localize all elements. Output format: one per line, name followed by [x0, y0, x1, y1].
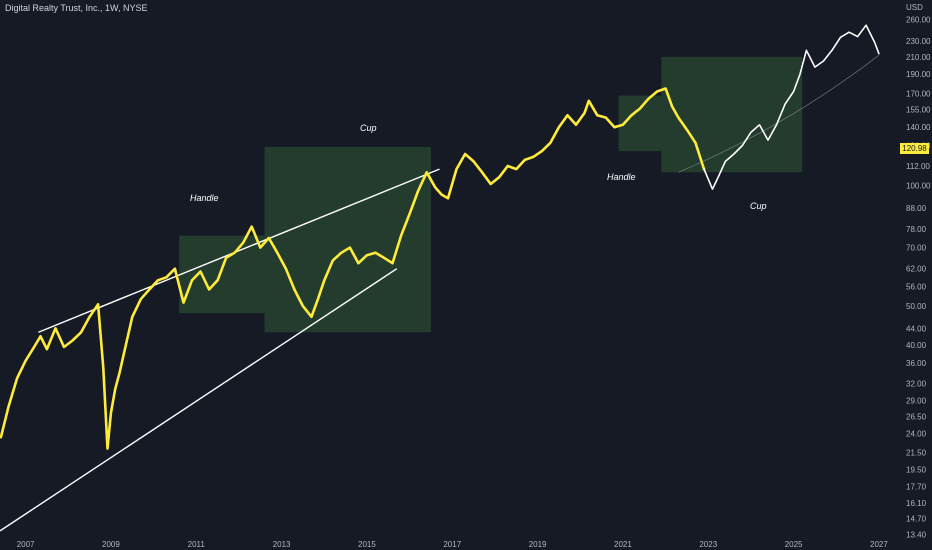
- y-tick-label: 88.00: [906, 204, 927, 213]
- y-tick-label: 70.00: [906, 244, 927, 253]
- y-tick-label: 112.00: [906, 162, 930, 171]
- y-tick-label: 170.00: [906, 90, 931, 99]
- trendlines: [0, 54, 880, 532]
- y-tick-label: 100.00: [906, 182, 931, 191]
- x-tick-label: 2011: [188, 540, 206, 549]
- y-tick-label: 32.00: [906, 380, 927, 389]
- y-tick-label: 36.00: [906, 359, 927, 368]
- trendline-1: [0, 268, 398, 532]
- pattern-zone-4: [661, 56, 803, 173]
- y-tick-label: 62.00: [906, 265, 927, 274]
- price-series: [0, 24, 880, 450]
- time-axis: 2007 2009 2011 2013 2015 2017 2019 2021 2023 2025…: [17, 540, 889, 549]
- y-tick-label: 40.00: [906, 341, 927, 350]
- price-axis: 260.00 230.00 210.00 190.00 170.00 155.00 140.…: [906, 16, 931, 540]
- x-tick-label: 2017: [443, 540, 461, 549]
- x-tick-label: 2019: [529, 540, 547, 549]
- y-tick-label: 21.50: [906, 449, 927, 458]
- annotation-cup-2: Cup: [750, 201, 767, 211]
- annotation-cup-1: Cup: [360, 123, 377, 133]
- y-tick-label: 140.00: [906, 123, 931, 132]
- y-tick-label: 26.50: [906, 412, 927, 421]
- x-tick-label: 2009: [102, 540, 120, 549]
- y-tick-label: 56.00: [906, 282, 927, 291]
- y-tick-label: 50.00: [906, 302, 927, 311]
- currency-label: USD: [906, 3, 923, 12]
- y-tick-label: 190.00: [906, 70, 931, 79]
- pattern-zones: [179, 56, 803, 333]
- y-tick-label: 210.00: [906, 53, 931, 62]
- y-tick-label: 14.70: [906, 515, 927, 524]
- y-tick-label: 17.70: [906, 482, 927, 491]
- price-series-2: [703, 24, 880, 190]
- y-tick-label: 44.00: [906, 324, 927, 333]
- x-tick-label: 2021: [614, 540, 632, 549]
- y-tick-label: 13.40: [906, 531, 927, 540]
- x-tick-label: 2007: [17, 540, 35, 549]
- price-series-1: [0, 87, 706, 450]
- trendline-2: [38, 168, 440, 333]
- y-tick-label: 19.50: [906, 466, 927, 475]
- y-tick-label: 16.10: [906, 499, 927, 508]
- y-tick-label: 230.00: [906, 37, 931, 46]
- x-tick-label: 2025: [785, 540, 803, 549]
- y-tick-label: 78.00: [906, 225, 927, 234]
- y-tick-label: 260.00: [906, 16, 931, 25]
- annotation-handle-2: Handle: [607, 172, 636, 182]
- symbol-title: Digital Realty Trust, Inc., 1W, NYSE: [5, 3, 148, 13]
- x-tick-label: 2027: [870, 540, 888, 549]
- y-tick-label: 29.00: [906, 397, 927, 406]
- pattern-zone-1: [179, 235, 265, 314]
- x-tick-label: 2013: [273, 540, 291, 549]
- y-tick-label: 24.00: [906, 430, 927, 439]
- y-tick-label: 155.00: [906, 106, 931, 115]
- projection-arc: [678, 54, 880, 173]
- x-tick-label: 2015: [358, 540, 376, 549]
- last-price-tag: 120.98: [900, 143, 929, 154]
- pattern-zone-2: [264, 146, 431, 333]
- x-tick-label: 2023: [699, 540, 717, 549]
- annotation-handle-1: Handle: [190, 193, 219, 203]
